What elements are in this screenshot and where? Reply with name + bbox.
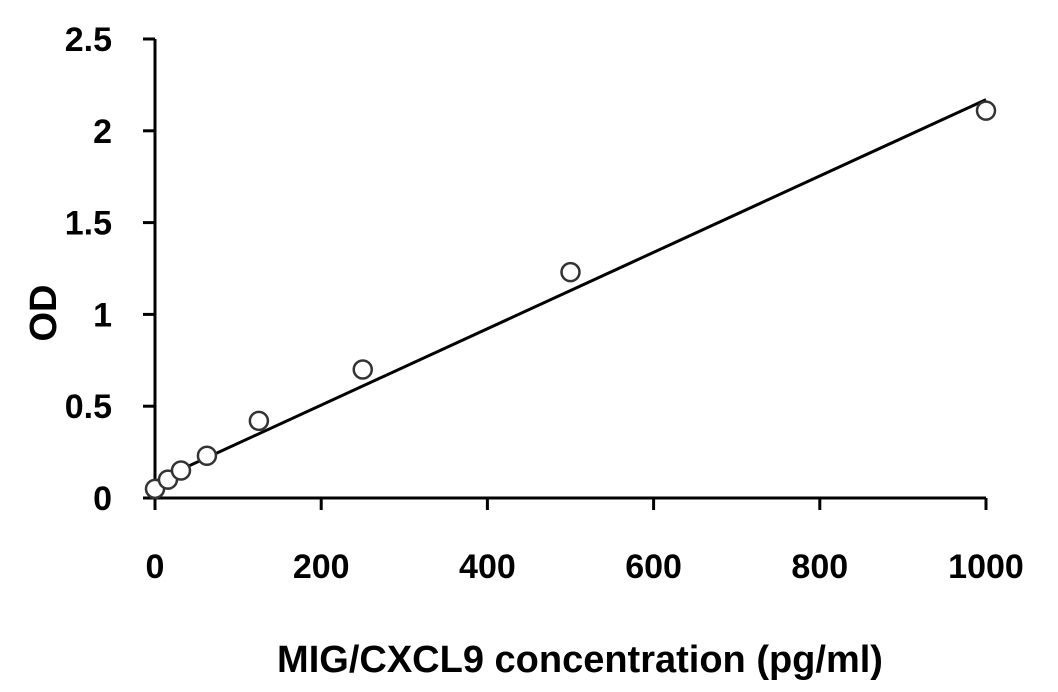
y-axis-ticks bbox=[143, 37, 155, 500]
x-tick-label: 800 bbox=[791, 548, 848, 586]
data-point bbox=[560, 261, 581, 283]
plot-area: 0 200 400 600 800 1000 0 0.5 1 1.5 2 2.5 bbox=[65, 21, 1024, 586]
data-point bbox=[248, 410, 270, 432]
y-tick-label: 1 bbox=[93, 296, 112, 334]
data-point bbox=[196, 445, 218, 467]
x-axis-title: MIG/CXCL9 concentration (pg/ml) bbox=[277, 639, 883, 681]
x-tick-label: 1000 bbox=[948, 548, 1024, 586]
data-point bbox=[170, 460, 192, 481]
x-tick-label: 0 bbox=[146, 548, 165, 586]
y-tick-label: 2 bbox=[93, 113, 112, 151]
x-tick-label: 200 bbox=[293, 548, 350, 586]
x-tick-label: 600 bbox=[625, 548, 682, 586]
data-point bbox=[352, 359, 373, 380]
y-tick-label: 2.5 bbox=[65, 21, 112, 59]
data-point bbox=[975, 100, 997, 121]
y-tick-label: 0 bbox=[93, 480, 112, 518]
y-axis-title: OD bbox=[23, 285, 65, 342]
x-axis-ticks bbox=[153, 498, 988, 510]
y-tick-label: 1.5 bbox=[65, 205, 112, 243]
trendline bbox=[154, 98, 987, 483]
x-axis-tick-labels: 0 200 400 600 800 1000 bbox=[146, 548, 1024, 586]
y-axis-tick-labels: 0 0.5 1 1.5 2 2.5 bbox=[65, 21, 112, 518]
y-tick-label: 0.5 bbox=[65, 388, 112, 426]
x-tick-label: 400 bbox=[459, 548, 516, 586]
data-points bbox=[144, 100, 997, 500]
